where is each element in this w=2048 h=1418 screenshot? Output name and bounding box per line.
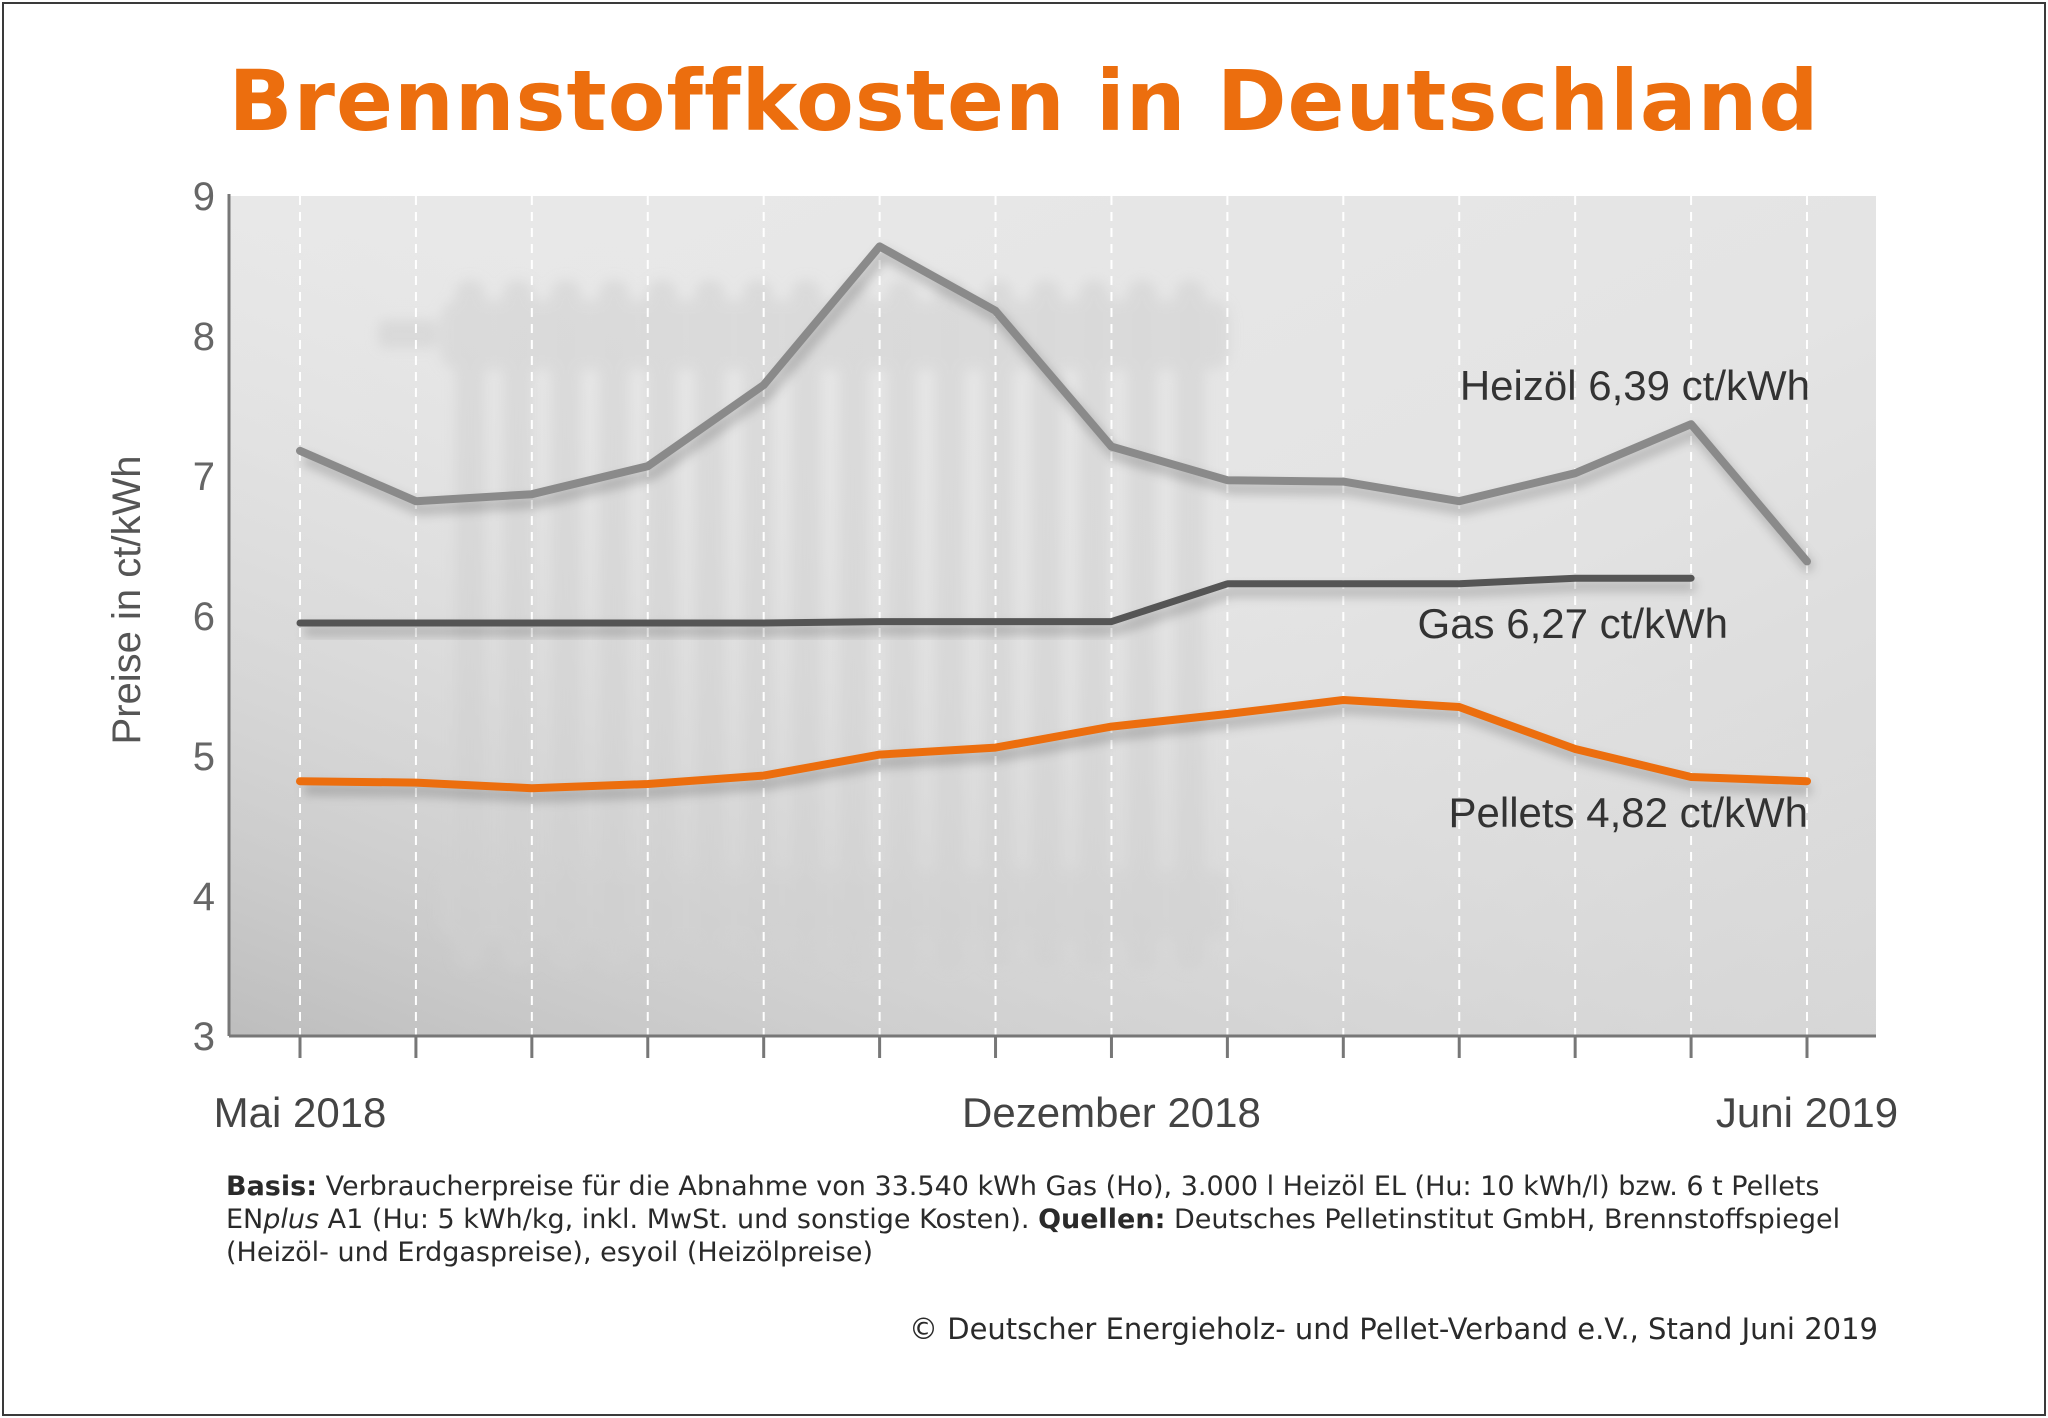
footnote: Basis: Verbraucherpreise für die Abnahme… [226,1170,1886,1269]
series-label-pellets: Pellets 4,82 ct/kWh [1449,789,1809,836]
radiator-fin [1175,280,1205,970]
y-tick-label: 9 [193,175,215,219]
radiator-valve [378,320,438,348]
vertical-gridlines [299,196,1808,1036]
series-line-gas [296,574,1695,627]
x-tick-label: Dezember 2018 [962,1089,1261,1136]
chart-title: Brennstoffkosten in Deutschland [228,52,1820,150]
y-tick-label: 5 [193,735,215,779]
axes [227,194,1876,1038]
series-shadow-gas [304,580,1696,637]
footnote-quellen-label: Quellen: [1038,1204,1166,1235]
footnote-basis-text-2: A1 (Hu: 5 kWh/kg, inkl. MwSt. und sonsti… [319,1204,1039,1235]
series-line-pellets [296,696,1811,793]
y-axis-label: Preise in ct/kWh [105,456,149,745]
x-tick-label: Mai 2018 [214,1089,387,1136]
footnote-basis-italic: plus [263,1204,320,1235]
series-label-value: 6,39 ct/kWh [1588,362,1810,409]
y-axis-ticks: 3 4 5 6 7 8 9 [193,175,215,1059]
footnote-basis-label: Basis: [226,1171,317,1202]
series-label-name: Gas [1418,600,1507,647]
x-axis-ticks: Mai 2018 Dezember 2018 Juni 2019 [214,1036,1898,1136]
y-tick-label: 4 [193,875,215,919]
series-line-heizl [296,242,1811,566]
series-label-heizl: Heizöl 6,39 ct/kWh [1460,362,1810,409]
copyright-note: © Deutscher Energieholz- und Pellet-Verb… [909,1312,1878,1346]
y-tick-label: 7 [193,455,215,499]
series-label-name: Pellets [1449,789,1587,836]
y-tick-label: 6 [193,595,215,639]
footnote-basis-text-1: Verbraucherpreise für die Abnahme von 33… [226,1171,1820,1235]
series-label-value: 6,27 ct/kWh [1506,600,1728,647]
y-tick-label: 3 [193,1015,215,1059]
footnote-quellen-text: Deutsches Pelletinstitut GmbH, Brennstof… [226,1204,1841,1268]
series-labels: Heizöl 6,39 ct/kWh Gas 6,27 ct/kWh Pellets… [1418,362,1810,836]
series-label-name: Heizöl [1460,362,1588,409]
x-tick-label: Juni 2019 [1716,1089,1898,1136]
series-shadow-pellets [303,702,1812,803]
y-tick-label: 8 [193,315,215,359]
series-lines [296,242,1816,803]
series-label-gas: Gas 6,27 ct/kWh [1418,600,1728,647]
series-label-value: 4,82 ct/kWh [1586,789,1808,836]
